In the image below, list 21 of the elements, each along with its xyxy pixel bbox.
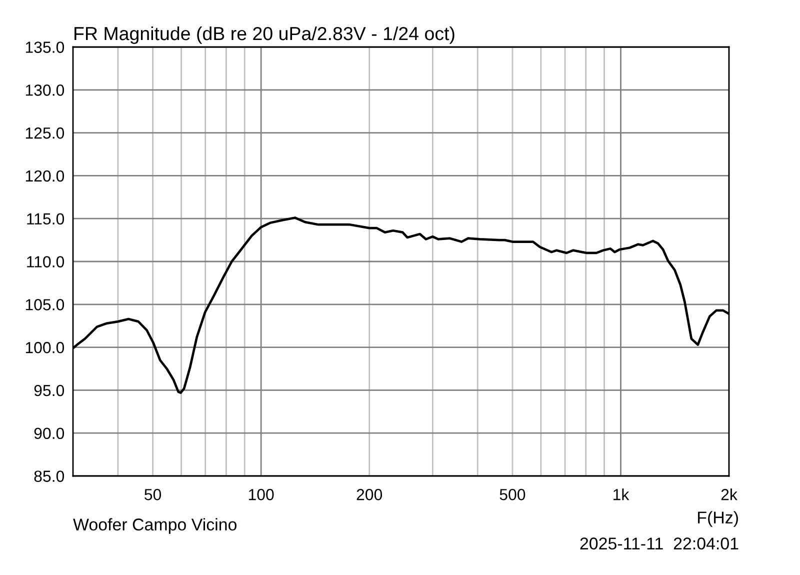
x-tick-label: 200 [356,488,382,500]
text: Woofer Campo Vicino [73,518,236,534]
y-tick-label: 105.0 [26,299,64,310]
y-tick-label: 130.0 [26,84,64,96]
y-tick-label: 100.0 [26,342,64,354]
y-tick-label: 115.0 [27,213,64,225]
y-tick-label: 125.0 [26,127,64,139]
x-tick-label: 100 [248,488,274,500]
text: 2025-11-11 22:04:01 [580,538,738,550]
y-tick-label: 85.0 [34,470,64,482]
chart-title: FR Magnitude (dB re 20 uPa/2.83V - 1/24 oct) [74,26,454,44]
y-tick-label: 120.0 [26,170,64,182]
y-tick-label: 135.0 [26,42,64,53]
x-tick-label: 1k [614,488,630,500]
x-axis-title: F(Hz) [698,511,738,527]
x-tick-label: 50 [144,488,162,500]
x-tick-label: 2k [721,488,738,500]
y-tick-label: 90.0 [34,428,64,440]
y-tick-label: 110.0 [27,256,64,268]
y-tick-label: 95.0 [34,384,64,396]
x-tick-label: 500 [500,488,526,500]
